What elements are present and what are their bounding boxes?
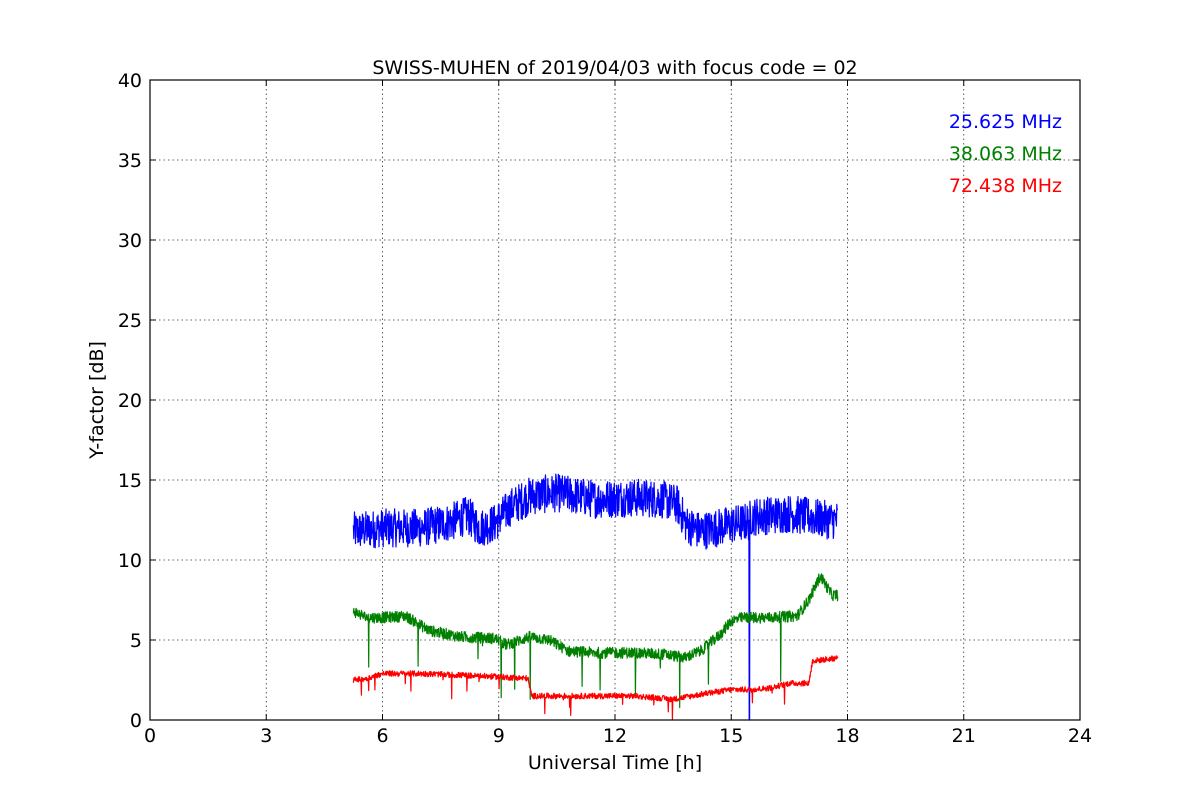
y-tick-label: 25 [118,310,142,332]
x-tick-label: 18 [835,725,859,747]
y-tick-labels: 0 5 10 15 20 25 30 35 40 [118,70,142,732]
y-tick-label: 40 [118,70,142,92]
x-tick-label: 24 [1068,725,1092,747]
x-tick-labels: 0 3 6 9 12 15 18 21 24 [144,725,1092,747]
series-layer [352,473,839,721]
ticks [149,79,1081,721]
x-axis-label: Universal Time [h] [528,752,702,774]
legend: 25.625 MHz 38.063 MHz 72.438 MHz [949,111,1062,197]
x-tick-label: 3 [260,725,272,747]
y-tick-label: 35 [118,150,142,172]
x-tick-label: 9 [493,725,505,747]
y-tick-label: 10 [118,550,142,572]
series-line-1 [352,473,839,721]
x-tick-label: 12 [603,725,627,747]
x-tick-label: 0 [144,725,156,747]
x-tick-label: 15 [719,725,743,747]
legend-entry-3: 72.438 MHz [949,175,1062,197]
y-tick-label: 30 [118,230,142,252]
legend-entry-2: 38.063 MHz [949,143,1062,165]
y-tick-label: 5 [130,630,142,652]
y-axis-label: Y-factor [dB] [86,341,108,460]
series-line-2 [352,573,839,709]
y-tick-label: 15 [118,470,142,492]
y-tick-label: 0 [130,710,142,732]
legend-entry-1: 25.625 MHz [949,111,1062,133]
y-tick-label: 20 [118,390,142,412]
x-tick-label: 21 [952,725,976,747]
x-tick-label: 6 [376,725,388,747]
chart-title: SWISS-MUHEN of 2019/04/03 with focus cod… [372,57,857,79]
series-line-3 [352,655,839,721]
